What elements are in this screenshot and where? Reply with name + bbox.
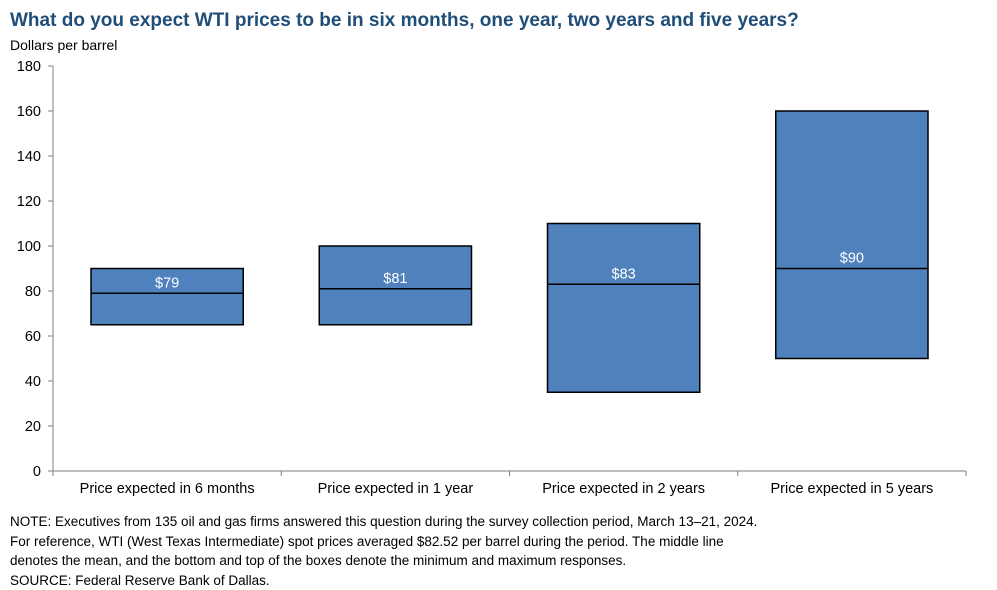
y-tick-label: 60 <box>25 329 41 345</box>
source-line: SOURCE: Federal Reserve Bank of Dallas. <box>10 571 990 590</box>
y-tick-label: 80 <box>25 284 41 300</box>
box-4 <box>776 111 928 359</box>
mean-label-2: $81 <box>383 271 407 287</box>
note-line-3: denotes the mean, and the bottom and top… <box>10 551 990 571</box>
box-3 <box>548 224 700 393</box>
x-category-label: Price expected in 6 months <box>80 481 255 497</box>
mean-label-3: $83 <box>612 266 636 282</box>
x-category-label: Price expected in 2 years <box>542 481 705 497</box>
y-tick-label: 0 <box>33 464 41 480</box>
y-tick-label: 40 <box>25 374 41 390</box>
y-tick-label: 20 <box>25 419 41 435</box>
note-line-1: NOTE: Executives from 135 oil and gas fi… <box>10 512 990 532</box>
chart-plot: 0 20 40 60 80 100 120 140 160 180 $79 Price expecte… <box>0 0 997 510</box>
chart-note: NOTE: Executives from 135 oil and gas fi… <box>10 512 990 590</box>
y-tick-label: 120 <box>17 194 41 210</box>
y-tick-label: 100 <box>17 239 41 255</box>
y-tick-label: 140 <box>17 149 41 165</box>
x-category-label: Price expected in 1 year <box>318 481 474 497</box>
note-line-2: For reference, WTI (West Texas Intermedi… <box>10 532 990 552</box>
mean-label-1: $79 <box>155 275 179 291</box>
mean-label-4: $90 <box>840 251 864 267</box>
y-tick-label: 160 <box>17 104 41 120</box>
y-tick-label: 180 <box>17 59 41 75</box>
x-category-label: Price expected in 5 years <box>770 481 933 497</box>
